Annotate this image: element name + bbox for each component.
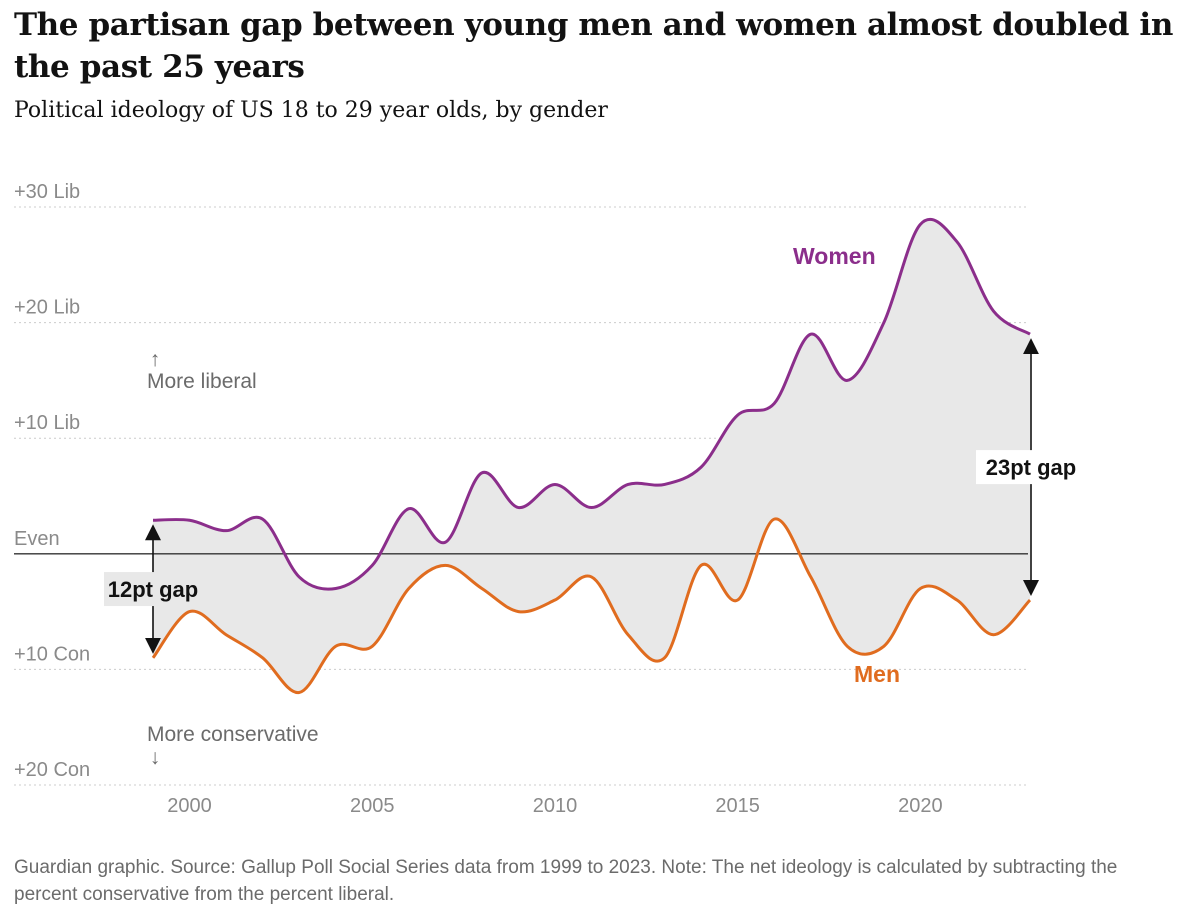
chart-title: The partisan gap between young men and w… (14, 7, 1173, 85)
y-tick-label: +30 Lib (14, 181, 80, 203)
source-note: Guardian graphic. Source: Gallup Poll So… (14, 857, 1118, 905)
gap-label-background (976, 450, 1086, 485)
x-tick-label: 2005 (350, 795, 395, 817)
y-tick-label: +10 Lib (14, 412, 80, 434)
chart-subtitle: Political ideology of US 18 to 29 year o… (14, 98, 608, 123)
gap-label: 12pt gap (108, 577, 198, 602)
series-lines (151, 217, 1032, 695)
series-label-women: Women (793, 243, 876, 269)
y-tick-label: +20 Con (14, 759, 90, 781)
x-tick-label: 2000 (167, 795, 212, 817)
gap-label-background (104, 572, 202, 607)
series-label-men: Men (854, 661, 900, 687)
y-tick-label: Even (14, 528, 60, 550)
y-tick-label: +20 Lib (14, 297, 80, 319)
series-line-men (151, 517, 1032, 695)
gap-label: 23pt gap (986, 455, 1076, 480)
y-axis-ticks: +30 Lib +20 Lib +10 Lib Even +10 Con +20 Con (14, 181, 90, 781)
more-liberal-label: More liberal (147, 370, 257, 393)
x-tick-label: 2010 (533, 795, 578, 817)
x-tick-label: 2020 (898, 795, 943, 817)
x-tick-label: 2015 (715, 795, 760, 817)
y-tick-label: +10 Con (14, 643, 90, 665)
x-axis-ticks: 2000 2005 2010 2015 2020 (167, 795, 942, 817)
series-line-women (152, 217, 1031, 591)
up-arrow-icon: ↑ (150, 348, 161, 371)
down-arrow-icon: ↓ (150, 746, 161, 769)
gap-annotations: 12pt gap 23pt gap (104, 338, 1086, 654)
more-conservative-label: More conservative (147, 723, 319, 746)
